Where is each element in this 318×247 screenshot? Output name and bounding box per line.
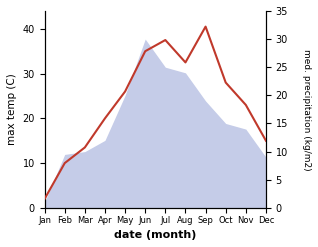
Y-axis label: med. precipitation (kg/m2): med. precipitation (kg/m2) bbox=[302, 49, 311, 170]
Y-axis label: max temp (C): max temp (C) bbox=[7, 74, 17, 145]
X-axis label: date (month): date (month) bbox=[114, 230, 197, 240]
